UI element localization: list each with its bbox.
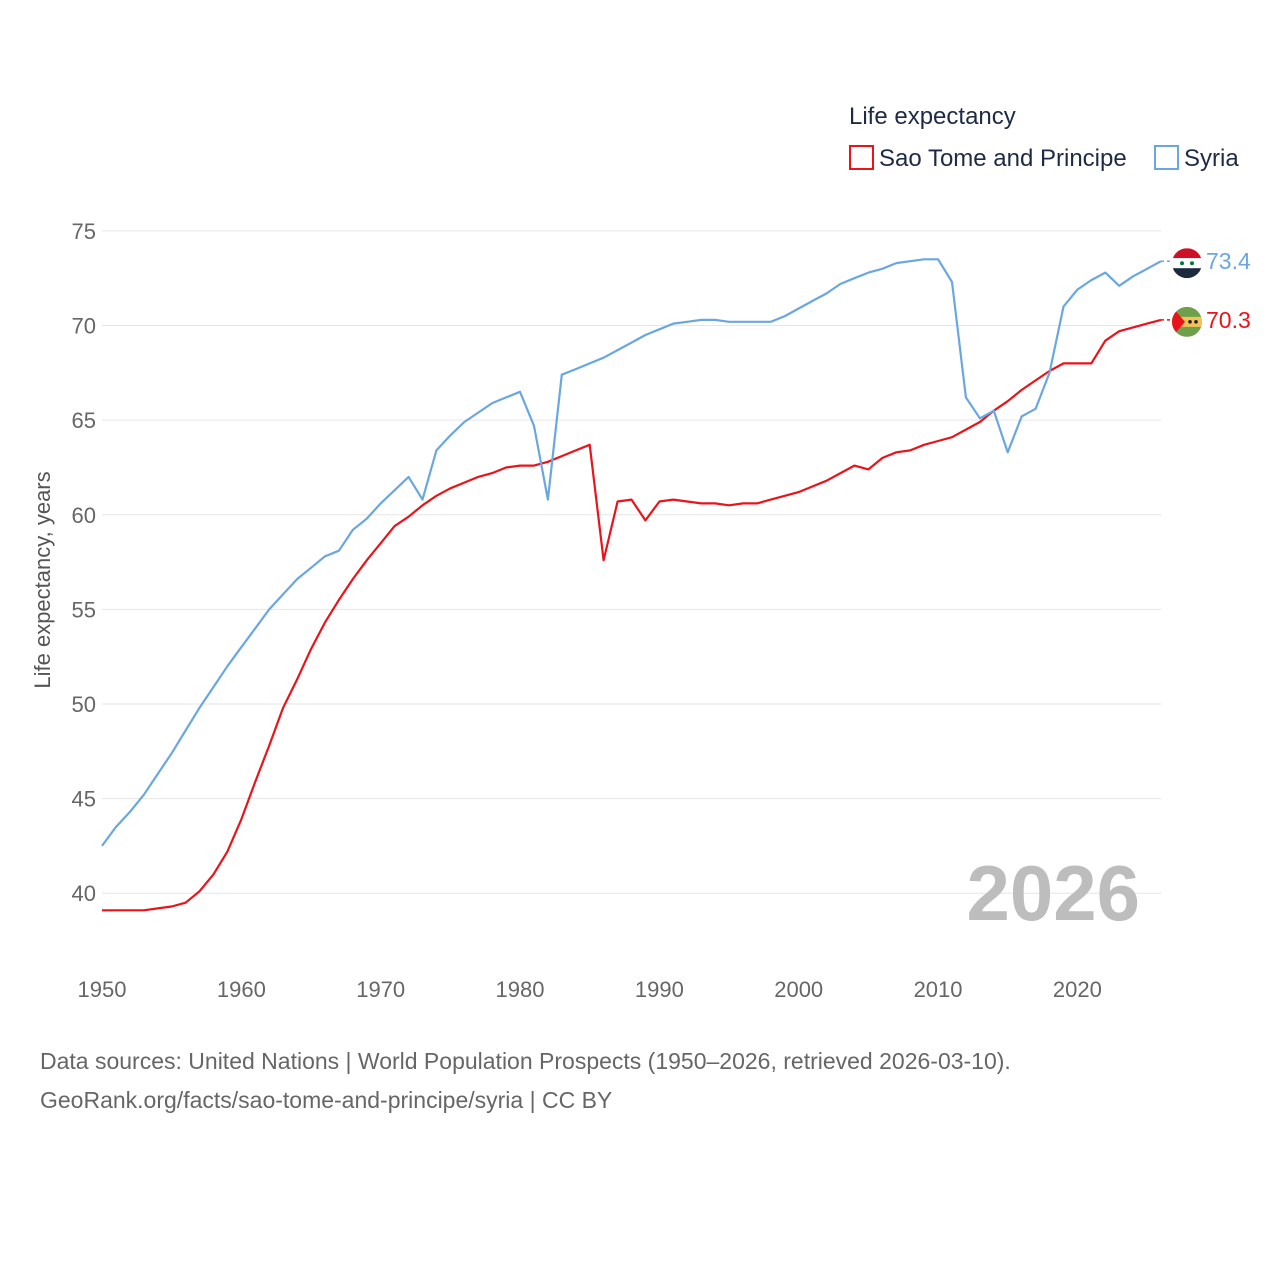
- x-tick-label: 1990: [635, 977, 684, 1002]
- series-end-markers: 70.3 73.4: [1161, 248, 1251, 337]
- y-tick-label: 50: [72, 692, 96, 717]
- y-tick-label: 55: [72, 597, 96, 622]
- y-tick-label: 45: [72, 787, 96, 812]
- source-line-link[interactable]: GeoRank.org/facts/sao-tome-and-principe/…: [40, 1087, 613, 1113]
- legend-swatch-sao-tome: [849, 145, 874, 170]
- legend-swatch-syria: [1154, 145, 1179, 170]
- y-axis-title: Life expectancy, years: [30, 471, 55, 688]
- legend-item-syria[interactable]: Syria: [1154, 145, 1239, 172]
- x-tick-label: 2020: [1053, 977, 1102, 1002]
- current-year-label: 2026: [966, 849, 1140, 937]
- x-tick-label: 2000: [774, 977, 823, 1002]
- end-value-label-syria: 73.4: [1206, 248, 1251, 274]
- life-expectancy-chart: 40 45 50 55 60 65 70 75 1950 1960 1970 1980 1990 200…: [30, 103, 1251, 1002]
- y-tick-label: 40: [72, 881, 96, 906]
- x-tick-label: 2010: [914, 977, 963, 1002]
- y-tick-label: 65: [72, 408, 96, 433]
- x-tick-label: 1950: [78, 977, 127, 1002]
- legend-label-syria: Syria: [1184, 145, 1239, 172]
- x-tick-label: 1980: [496, 977, 545, 1002]
- y-tick-label: 75: [72, 219, 96, 244]
- x-tick-label: 1960: [217, 977, 266, 1002]
- legend-item-sao-tome[interactable]: Sao Tome and Principe: [849, 145, 1127, 172]
- x-tick-labels: 1950 1960 1970 1980 1990 2000 2010 2020: [78, 977, 1102, 1002]
- legend: Life expectancy Sao Tome and Principe Sy…: [849, 103, 1239, 172]
- flag-sao-tome-icon: [1172, 306, 1202, 337]
- end-value-label-sao-tome: 70.3: [1206, 307, 1251, 333]
- series-line-sao-tome[interactable]: [102, 318, 1162, 912]
- series-line-syria[interactable]: [101, 258, 1162, 847]
- legend-label-sao-tome: Sao Tome and Principe: [879, 145, 1127, 172]
- series-lines: [101, 258, 1162, 912]
- y-tick-label: 70: [72, 314, 96, 339]
- source-note: Data sources: United Nations | World Pop…: [40, 1042, 1260, 1120]
- legend-title: Life expectancy: [849, 103, 1016, 130]
- x-tick-label: 1970: [356, 977, 405, 1002]
- source-line-data: Data sources: United Nations | World Pop…: [40, 1048, 1011, 1074]
- flag-syria-icon: [1172, 248, 1202, 279]
- gridlines: [102, 230, 1161, 894]
- y-tick-label: 60: [72, 503, 96, 528]
- y-tick-labels: 40 45 50 55 60 65 70 75: [72, 219, 96, 906]
